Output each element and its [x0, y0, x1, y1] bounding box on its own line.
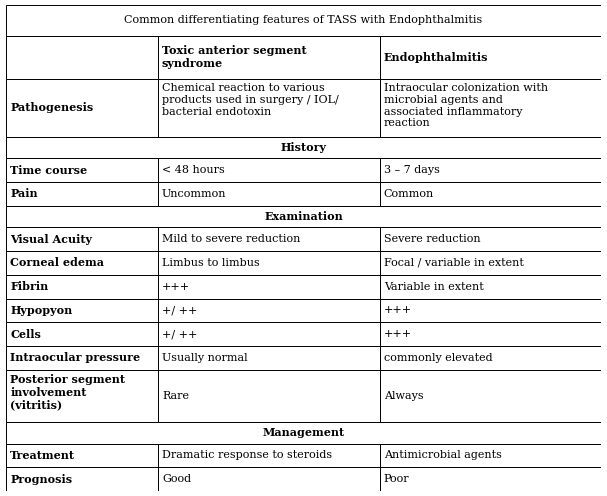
- Text: Prognosis: Prognosis: [10, 474, 72, 485]
- Bar: [379, 158, 601, 182]
- Text: Posterior segment
involvement
(vitritis): Posterior segment involvement (vitritis): [10, 374, 125, 411]
- Bar: [158, 322, 379, 346]
- Text: 3 – 7 days: 3 – 7 days: [384, 165, 439, 175]
- Bar: [6, 467, 158, 491]
- Bar: [158, 443, 379, 467]
- Bar: [158, 275, 379, 299]
- Text: Treatment: Treatment: [10, 450, 75, 461]
- Text: Usually normal: Usually normal: [162, 353, 248, 363]
- Bar: [379, 299, 601, 322]
- Text: Common: Common: [384, 189, 434, 199]
- Bar: [6, 322, 158, 346]
- Bar: [379, 443, 601, 467]
- Text: +++: +++: [162, 282, 190, 292]
- Bar: [6, 299, 158, 322]
- Bar: [6, 227, 158, 251]
- Bar: [6, 422, 601, 443]
- Text: Chemical reaction to various
products used in surgery / IOL/
bacterial endotoxin: Chemical reaction to various products us…: [162, 83, 339, 117]
- Text: Endophthalmitis: Endophthalmitis: [384, 52, 488, 63]
- Text: commonly elevated: commonly elevated: [384, 353, 492, 363]
- Bar: [6, 182, 158, 206]
- Text: Examination: Examination: [264, 211, 343, 222]
- Bar: [6, 346, 158, 370]
- Bar: [379, 182, 601, 206]
- Text: Focal / variable in extent: Focal / variable in extent: [384, 258, 524, 268]
- Bar: [379, 467, 601, 491]
- Text: +++: +++: [384, 306, 412, 315]
- Text: History: History: [280, 142, 327, 153]
- Bar: [6, 158, 158, 182]
- Bar: [158, 346, 379, 370]
- Bar: [158, 36, 379, 79]
- Text: Corneal edema: Corneal edema: [10, 257, 104, 268]
- Bar: [158, 467, 379, 491]
- Text: Intraocular pressure: Intraocular pressure: [10, 353, 140, 364]
- Text: Variable in extent: Variable in extent: [384, 282, 484, 292]
- Text: Mild to severe reduction: Mild to severe reduction: [162, 234, 300, 244]
- Bar: [379, 322, 601, 346]
- Bar: [6, 370, 158, 422]
- Text: +/ ++: +/ ++: [162, 329, 197, 339]
- Bar: [158, 227, 379, 251]
- Text: Cells: Cells: [10, 329, 41, 340]
- Text: Management: Management: [262, 428, 345, 438]
- Bar: [379, 251, 601, 275]
- Text: Intraocular colonization with
microbial agents and
associated inflammatory
react: Intraocular colonization with microbial …: [384, 83, 548, 128]
- Text: Uncommon: Uncommon: [162, 189, 226, 199]
- Bar: [6, 251, 158, 275]
- Text: Limbus to limbus: Limbus to limbus: [162, 258, 260, 268]
- Text: Pathogenesis: Pathogenesis: [10, 102, 93, 113]
- Text: < 48 hours: < 48 hours: [162, 165, 225, 175]
- Text: Severe reduction: Severe reduction: [384, 234, 480, 244]
- Text: Toxic anterior segment
syndrome: Toxic anterior segment syndrome: [162, 45, 307, 69]
- Text: Rare: Rare: [162, 391, 189, 401]
- Bar: [379, 346, 601, 370]
- Text: Good: Good: [162, 474, 191, 484]
- Bar: [158, 299, 379, 322]
- Text: Pain: Pain: [10, 188, 38, 199]
- Bar: [379, 227, 601, 251]
- Text: +++: +++: [384, 329, 412, 339]
- Bar: [158, 251, 379, 275]
- Bar: [158, 79, 379, 137]
- Bar: [379, 275, 601, 299]
- Bar: [6, 79, 158, 137]
- Text: +/ ++: +/ ++: [162, 306, 197, 315]
- Text: Dramatic response to steroids: Dramatic response to steroids: [162, 450, 332, 460]
- Text: Always: Always: [384, 391, 424, 401]
- Text: Time course: Time course: [10, 165, 87, 176]
- Bar: [6, 443, 158, 467]
- Bar: [158, 182, 379, 206]
- Text: Poor: Poor: [384, 474, 410, 484]
- Bar: [6, 36, 158, 79]
- Bar: [379, 79, 601, 137]
- Bar: [6, 5, 601, 36]
- Text: Hypopyon: Hypopyon: [10, 305, 72, 316]
- Bar: [6, 137, 601, 158]
- Text: Antimicrobial agents: Antimicrobial agents: [384, 450, 501, 460]
- Bar: [158, 158, 379, 182]
- Bar: [6, 206, 601, 227]
- Text: Fibrin: Fibrin: [10, 281, 49, 292]
- Bar: [379, 36, 601, 79]
- Bar: [6, 275, 158, 299]
- Text: Visual Acuity: Visual Acuity: [10, 234, 92, 245]
- Bar: [158, 370, 379, 422]
- Text: Common differentiating features of TASS with Endophthalmitis: Common differentiating features of TASS …: [124, 15, 483, 25]
- Bar: [379, 370, 601, 422]
